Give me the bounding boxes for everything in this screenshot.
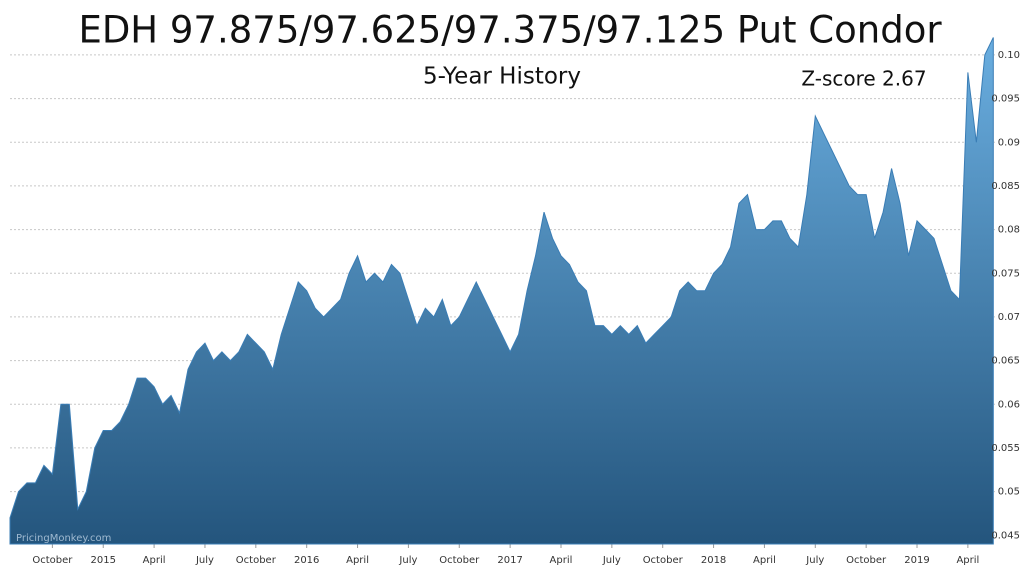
- y-tick-label: 0.065: [991, 356, 1020, 367]
- x-tick-label: October: [643, 555, 684, 566]
- x-tick-label: April: [753, 555, 776, 566]
- x-tick-label: 2017: [497, 555, 522, 566]
- x-tick-label: April: [550, 555, 573, 566]
- y-tick-label: 0.095: [991, 94, 1020, 105]
- y-tick-label: 0.055: [991, 443, 1020, 454]
- y-tick-label: 0.085: [991, 181, 1020, 192]
- x-tick-label: October: [32, 555, 73, 566]
- x-tick-label: April: [143, 555, 166, 566]
- x-tick-label: April: [346, 555, 369, 566]
- x-tick-label: October: [439, 555, 480, 566]
- x-tick-label: 2016: [294, 555, 319, 566]
- chart-subtitle: 5-Year History: [423, 64, 581, 90]
- x-tick-label: 2015: [91, 555, 116, 566]
- x-tick-label: April: [956, 555, 979, 566]
- watermark: PricingMonkey.com: [16, 533, 111, 544]
- x-tick-label: 2018: [701, 555, 726, 566]
- y-tick-label: 0.10: [998, 50, 1020, 61]
- labels: EDH 97.875/97.625/97.375/97.125 Put Cond…: [16, 9, 1020, 567]
- y-tick-label: 0.08: [998, 225, 1020, 236]
- y-tick-label: 0.06: [998, 399, 1020, 410]
- x-tick-label: October: [236, 555, 277, 566]
- x-tick-label: 2019: [904, 555, 929, 566]
- plot: [9, 37, 994, 545]
- y-tick-label: 0.045: [991, 530, 1020, 541]
- y-tick-label: 0.05: [998, 487, 1020, 498]
- x-tick-label: July: [805, 555, 824, 566]
- y-tick-label: 0.09: [998, 137, 1020, 148]
- y-tick-label: 0.075: [991, 268, 1020, 279]
- y-tick-label: 0.07: [998, 312, 1020, 323]
- x-tick-label: July: [195, 555, 214, 566]
- chart-title: EDH 97.875/97.625/97.375/97.125 Put Cond…: [78, 9, 942, 52]
- annotation: Z-score 2.67: [801, 67, 926, 91]
- x-tick-label: October: [846, 555, 887, 566]
- x-tick-label: July: [398, 555, 417, 566]
- x-tick-label: July: [602, 555, 621, 566]
- area: [9, 37, 994, 545]
